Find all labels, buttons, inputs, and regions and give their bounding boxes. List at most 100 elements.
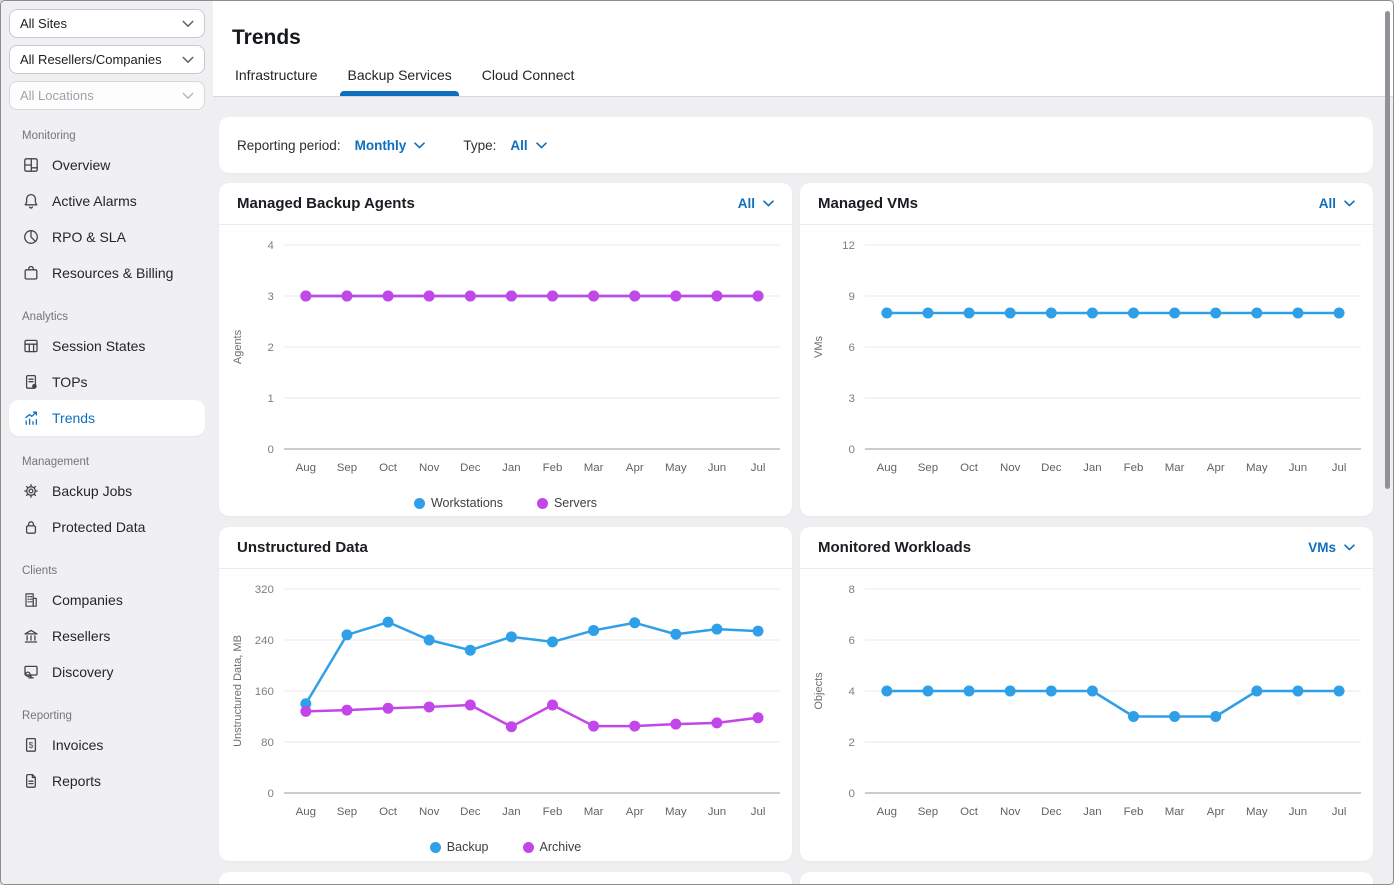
svg-text:Dec: Dec bbox=[1041, 462, 1062, 474]
svg-text:Unstructured Data, MB: Unstructured Data, MB bbox=[232, 635, 244, 747]
svg-text:2: 2 bbox=[849, 737, 855, 749]
svg-text:Jun: Jun bbox=[1289, 462, 1307, 474]
sidebar-item-reports[interactable]: Reports bbox=[9, 763, 205, 799]
sidebar-item-discovery[interactable]: Discovery bbox=[9, 654, 205, 690]
chart-title: Unstructured Data bbox=[237, 539, 368, 556]
svg-text:4: 4 bbox=[849, 686, 856, 698]
tab-label: Backup Services bbox=[347, 67, 451, 83]
legend-item-archive[interactable]: Archive bbox=[523, 840, 582, 854]
svg-text:Nov: Nov bbox=[419, 806, 440, 818]
svg-text:May: May bbox=[1246, 806, 1268, 818]
nav-section-title: Reporting bbox=[1, 696, 213, 727]
svg-text:Mar: Mar bbox=[584, 462, 604, 474]
legend-item-workstations[interactable]: Workstations bbox=[414, 496, 503, 510]
reporting-period-group: Reporting period: Monthly bbox=[237, 138, 425, 153]
chevron-down-icon bbox=[1344, 544, 1355, 551]
sidebar-item-active-alarms[interactable]: Active Alarms bbox=[9, 183, 205, 219]
svg-text:May: May bbox=[1246, 462, 1268, 474]
app-window: All Sites All Resellers/Companies All Loca… bbox=[0, 0, 1394, 885]
sidebar-item-invoices[interactable]: $ Invoices bbox=[9, 727, 205, 763]
building-icon bbox=[22, 591, 40, 609]
vertical-scrollbar-thumb[interactable] bbox=[1385, 11, 1390, 489]
sidebar-item-session-states[interactable]: Session States bbox=[9, 328, 205, 364]
svg-text:Agents: Agents bbox=[232, 329, 244, 364]
reporting-period-label: Reporting period: bbox=[237, 138, 341, 153]
tab-cloud-connect[interactable]: Cloud Connect bbox=[479, 67, 578, 96]
svg-text:Feb: Feb bbox=[1124, 806, 1144, 818]
svg-text:2: 2 bbox=[268, 342, 274, 354]
type-dropdown[interactable]: All bbox=[510, 138, 546, 153]
svg-text:Jun: Jun bbox=[708, 806, 726, 818]
svg-text:Dec: Dec bbox=[460, 462, 481, 474]
chart-legend: Workstations Servers bbox=[219, 496, 792, 510]
svg-text:0: 0 bbox=[268, 788, 274, 800]
sidebar-item-backup-jobs[interactable]: Backup Jobs bbox=[9, 473, 205, 509]
svg-text:Oct: Oct bbox=[960, 806, 979, 818]
sidebar: All Sites All Resellers/Companies All Loca… bbox=[1, 1, 213, 884]
svg-text:Oct: Oct bbox=[379, 462, 398, 474]
svg-text:Apr: Apr bbox=[1207, 462, 1225, 474]
svg-text:Oct: Oct bbox=[379, 806, 398, 818]
tab-backup-services[interactable]: Backup Services bbox=[344, 67, 454, 96]
scope-selector[interactable]: All Sites bbox=[9, 9, 205, 38]
nav-section-title: Management bbox=[1, 442, 213, 473]
sidebar-item-resources-billing[interactable]: Resources & Billing bbox=[9, 255, 205, 291]
chevron-down-icon bbox=[1344, 200, 1355, 207]
sidebar-item-overview[interactable]: Overview bbox=[9, 147, 205, 183]
sidebar-item-companies[interactable]: Companies bbox=[9, 582, 205, 618]
card-header: Monitored Workloads VMs bbox=[800, 527, 1373, 569]
type-label: Type: bbox=[463, 138, 496, 153]
scope-selector-value: All Resellers/Companies bbox=[20, 52, 162, 67]
sidebar-item-label: Invoices bbox=[52, 737, 103, 753]
charts-grid: Managed Backup Agents All 01234AugSepOct… bbox=[219, 183, 1373, 884]
sidebar-item-tops[interactable]: TOPs bbox=[9, 364, 205, 400]
card-partial-next-row bbox=[219, 872, 792, 884]
svg-text:Apr: Apr bbox=[626, 806, 644, 818]
svg-text:6: 6 bbox=[849, 342, 855, 354]
sidebar-item-resellers[interactable]: Resellers bbox=[9, 618, 205, 654]
sidebar-item-trends[interactable]: Trends bbox=[9, 400, 205, 436]
chevron-down-icon bbox=[182, 88, 194, 103]
svg-text:Apr: Apr bbox=[626, 462, 644, 474]
chart-dropdown[interactable]: All bbox=[1319, 196, 1355, 211]
scope-selector[interactable]: All Resellers/Companies bbox=[9, 45, 205, 74]
sidebar-item-label: Session States bbox=[52, 338, 145, 354]
svg-text:Sep: Sep bbox=[337, 462, 357, 474]
briefcase-icon bbox=[22, 264, 40, 282]
reporting-period-dropdown[interactable]: Monthly bbox=[355, 138, 426, 153]
sidebar-item-label: TOPs bbox=[52, 374, 88, 390]
main-header: Trends InfrastructureBackup ServicesClou… bbox=[213, 1, 1393, 97]
chart-dropdown-value: All bbox=[738, 196, 755, 211]
sidebar-item-label: Resources & Billing bbox=[52, 265, 173, 281]
legend-item-backup[interactable]: Backup bbox=[430, 840, 489, 854]
sidebar-item-label: Backup Jobs bbox=[52, 483, 132, 499]
svg-text:320: 320 bbox=[255, 584, 274, 596]
chart-canvas: 01234AugSepOctNovDecJanFebMarAprMayJunJu… bbox=[219, 225, 792, 492]
overview-icon bbox=[22, 156, 40, 174]
scope-selector[interactable]: All Locations bbox=[9, 81, 205, 110]
chart-dropdown[interactable]: VMs bbox=[1308, 540, 1355, 555]
svg-text:80: 80 bbox=[261, 737, 274, 749]
card-monitored-workloads: Monitored Workloads VMs 02468AugSepOctNo… bbox=[800, 527, 1373, 861]
svg-text:240: 240 bbox=[255, 635, 274, 647]
sidebar-item-protected-data[interactable]: Protected Data bbox=[9, 509, 205, 545]
tab-infrastructure[interactable]: Infrastructure bbox=[232, 67, 320, 96]
chart-dropdown[interactable]: All bbox=[738, 196, 774, 211]
svg-text:$: $ bbox=[29, 740, 34, 750]
tab-label: Infrastructure bbox=[235, 67, 317, 83]
scope-selector-value: All Locations bbox=[20, 88, 94, 103]
svg-text:0: 0 bbox=[849, 444, 855, 456]
chevron-down-icon bbox=[763, 200, 774, 207]
sidebar-item-rpo-sla[interactable]: RPO & SLA bbox=[9, 219, 205, 255]
legend-label: Servers bbox=[554, 496, 597, 510]
legend-label: Backup bbox=[447, 840, 489, 854]
table-grid-icon bbox=[22, 337, 40, 355]
invoice-icon: $ bbox=[22, 736, 40, 754]
card-managed-vms: Managed VMs All 036912AugSepOctNovDecJan… bbox=[800, 183, 1373, 516]
svg-text:Feb: Feb bbox=[543, 806, 563, 818]
sidebar-item-label: Discovery bbox=[52, 664, 113, 680]
svg-text:Jun: Jun bbox=[708, 462, 726, 474]
legend-item-servers[interactable]: Servers bbox=[537, 496, 597, 510]
nav-section-title: Analytics bbox=[1, 297, 213, 328]
monitor-search-icon bbox=[22, 663, 40, 681]
